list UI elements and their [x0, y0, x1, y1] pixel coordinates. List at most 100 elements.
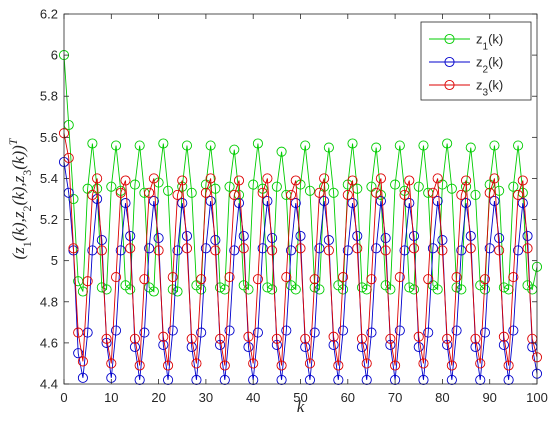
y-axis-label-text: (z1(k),z2(k),z3(k))T [6, 137, 34, 259]
series-3-point [252, 274, 263, 285]
series-1-point [390, 179, 401, 190]
series-3-point [101, 333, 112, 344]
series-1-point [418, 140, 429, 151]
series-1-point [224, 181, 235, 192]
legend-label: z3(k) [476, 78, 503, 99]
series-2-point [319, 196, 330, 207]
series-2-point [77, 372, 88, 383]
series-2-point [153, 233, 164, 244]
series-2-point [470, 341, 481, 353]
series-3-point [390, 360, 401, 371]
series-1-point [404, 282, 415, 293]
series-2-point [489, 196, 500, 207]
series-3-point [309, 274, 320, 285]
series-1-point [77, 286, 88, 297]
series-3-point [423, 274, 434, 285]
series-2-point [144, 243, 155, 254]
series-1-point [470, 189, 481, 200]
series-2-point [257, 243, 268, 254]
series-3-point [347, 175, 358, 186]
y-tick-label: 5.2 [40, 212, 58, 227]
y-tick-label: 4.6 [40, 335, 58, 350]
series-3-point [304, 358, 316, 369]
series-3-point [139, 274, 150, 285]
series-1-point [101, 284, 112, 295]
series-1-point [413, 181, 424, 192]
series-2-point [139, 327, 150, 338]
series-3-point [413, 331, 424, 342]
series-3-point [191, 358, 202, 369]
series-3-point [153, 245, 164, 256]
series-2-point [371, 243, 382, 254]
ticks-layer [63, 13, 538, 385]
series-3-point [224, 272, 235, 283]
series-1-point [134, 140, 145, 151]
series-2-point [314, 243, 325, 254]
series-2-point [404, 198, 415, 209]
series-1-point [489, 140, 500, 151]
series-1-point [148, 286, 159, 297]
series-1-point [465, 142, 476, 153]
legend-marker [444, 79, 455, 91]
series-2-point [356, 341, 368, 353]
series-1-point [432, 284, 443, 295]
series-2-point [390, 374, 401, 385]
series-3-point [172, 189, 183, 200]
series-2-point [484, 243, 495, 254]
series-1-point [87, 138, 98, 149]
series-3-point [200, 187, 211, 198]
series-1-point [110, 140, 122, 151]
series-3-point [125, 243, 136, 254]
series-3-point [494, 245, 505, 256]
series-1-point [456, 284, 467, 295]
series-2-point [432, 196, 443, 207]
series-3-point [115, 187, 126, 198]
series-3-point [295, 243, 306, 254]
series-1-point [219, 284, 230, 295]
series-3-point [267, 245, 278, 256]
series-3-point [356, 333, 368, 344]
series-2-point [304, 374, 316, 385]
series-3-point [446, 360, 457, 371]
series-3-point [290, 175, 301, 186]
series-3-point [158, 331, 169, 342]
x-tick-label: 20 [151, 390, 165, 405]
series-2-point [200, 243, 211, 254]
series-2-point [503, 374, 514, 385]
series-2-point [494, 233, 505, 244]
series-1-point [172, 286, 183, 297]
series-3-point [342, 189, 353, 200]
series-2-point [366, 327, 377, 338]
series-2-point [475, 374, 486, 385]
series-1-point [248, 179, 259, 190]
series-2-point [238, 230, 249, 242]
series-2-point [394, 325, 405, 336]
series-2-point [110, 325, 122, 336]
series-3-point [508, 272, 519, 283]
series-3-point [281, 272, 292, 283]
y-tick-label: 4.8 [40, 294, 58, 309]
series-1-point [503, 284, 514, 295]
series-1-point [513, 140, 524, 151]
x-tick-label: 60 [341, 390, 355, 405]
y-tick-label: 5.6 [40, 130, 58, 145]
series-2-point [243, 341, 254, 353]
series-2-point [456, 245, 467, 256]
series-2-point [181, 230, 193, 242]
series-3-point [210, 245, 221, 256]
legend: z1(k)z2(k)z3(k) [420, 21, 532, 101]
x-tick-label: 30 [199, 390, 213, 405]
x-tick-label: 40 [246, 390, 260, 405]
series-3-point [300, 333, 311, 344]
series-1-point [267, 284, 278, 295]
series-2-point [134, 374, 145, 385]
y-axis-label: (z1(k),z2(k),z3(k))T [6, 137, 34, 259]
series-3-point [276, 360, 287, 371]
series-2-point [172, 245, 183, 256]
series-2-point [229, 245, 240, 256]
series-2-point [186, 341, 197, 353]
series-1-point [323, 142, 334, 153]
legend-label: z1(k) [476, 32, 503, 53]
series-1-point [347, 138, 358, 149]
